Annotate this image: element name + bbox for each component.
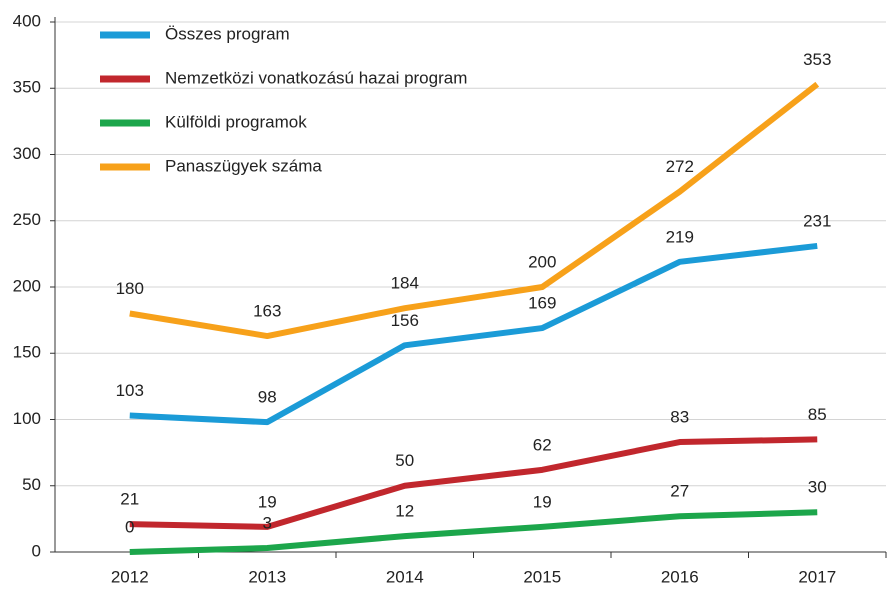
x-tick-label: 2017 [798, 567, 836, 586]
y-tick-label: 350 [13, 78, 41, 97]
data-label: 30 [808, 478, 827, 497]
data-label: 200 [528, 252, 556, 271]
series-line [129, 81, 820, 340]
series-line [129, 509, 818, 555]
y-tick-label: 300 [13, 144, 41, 163]
data-label: 27 [670, 482, 689, 501]
x-tick-label: 2012 [111, 567, 149, 586]
x-tick-label: 2014 [386, 567, 424, 586]
data-label: 231 [803, 211, 831, 230]
y-tick-label: 100 [13, 409, 41, 428]
data-label: 219 [666, 227, 694, 246]
data-label: 180 [116, 279, 144, 298]
data-label: 85 [808, 405, 827, 424]
data-label: 272 [666, 157, 694, 176]
data-label: 19 [258, 492, 277, 511]
data-label: 21 [120, 490, 139, 509]
data-label: 163 [253, 302, 281, 321]
x-tick-label: 2015 [523, 567, 561, 586]
data-label: 50 [395, 451, 414, 470]
x-tick-label: 2013 [248, 567, 286, 586]
data-label: 353 [803, 50, 831, 69]
data-label: 83 [670, 408, 689, 427]
y-tick-label: 250 [13, 210, 41, 229]
data-label: 3 [263, 514, 272, 533]
y-tick-label: 150 [13, 343, 41, 362]
series-line [129, 436, 818, 530]
x-tick-label: 2016 [661, 567, 699, 586]
data-label: 62 [533, 435, 552, 454]
data-label: 156 [391, 311, 419, 330]
data-label: 98 [258, 388, 277, 407]
data-label: 19 [533, 492, 552, 511]
data-label: 103 [116, 381, 144, 400]
y-tick-label: 200 [13, 276, 41, 295]
y-tick-label: 400 [13, 11, 41, 30]
data-label: 169 [528, 294, 556, 313]
series-line [129, 242, 818, 426]
legend-label: Panaszügyek száma [165, 156, 322, 175]
legend-label: Nemzetközi vonatkozású hazai program [165, 68, 467, 87]
legend-label: Külföldi programok [165, 112, 307, 131]
data-label: 12 [395, 502, 414, 521]
data-label: 184 [391, 274, 419, 293]
data-label: 0 [125, 517, 134, 536]
y-tick-label: 0 [32, 541, 41, 560]
y-tick-label: 50 [22, 475, 41, 494]
legend-label: Összes program [165, 24, 290, 43]
